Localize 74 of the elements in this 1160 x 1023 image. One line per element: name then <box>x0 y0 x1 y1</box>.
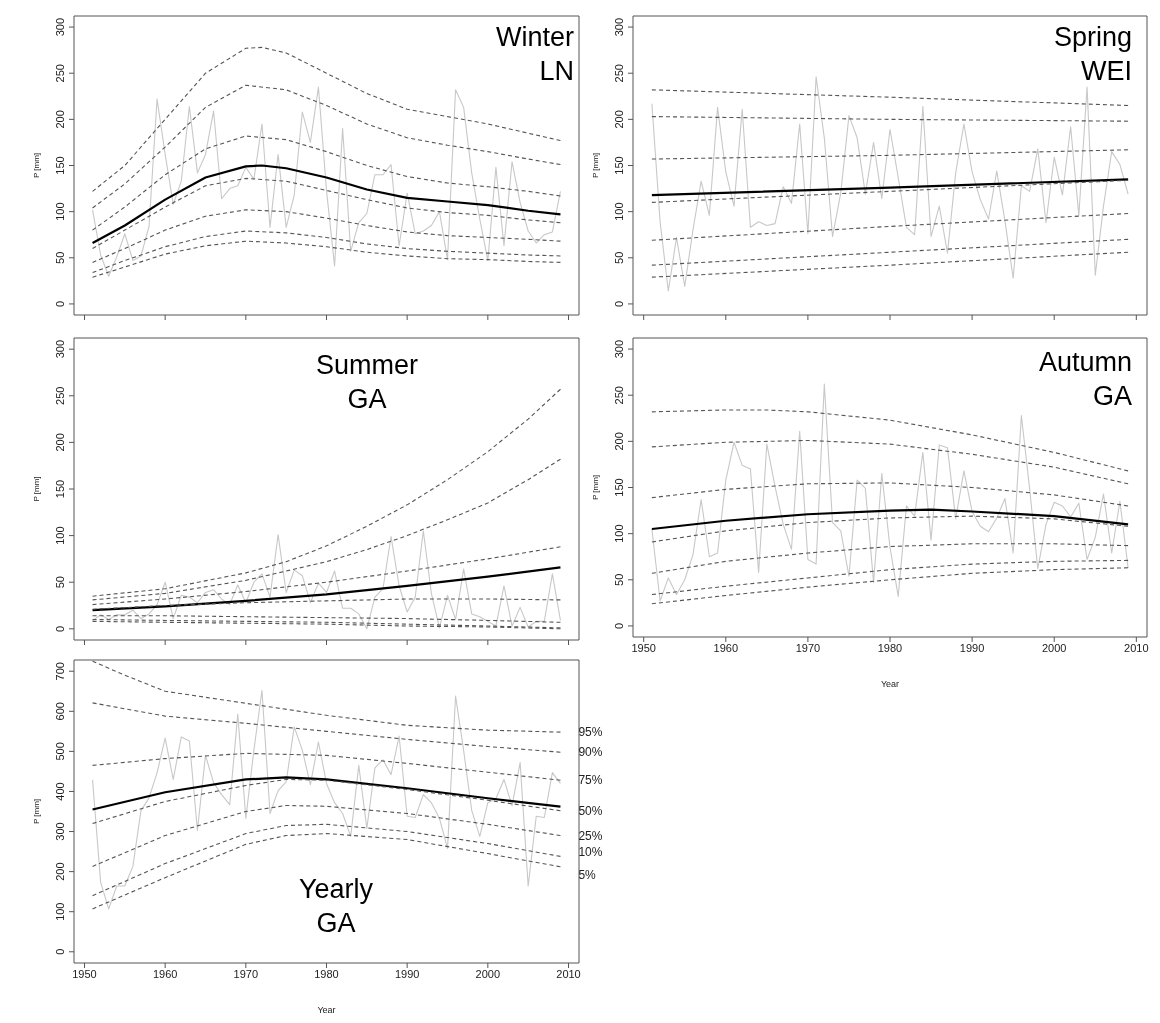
chart-title: Summer <box>315 349 419 382</box>
y-tick-label: 100 <box>54 202 66 221</box>
x-axis-title: Year <box>317 1005 336 1015</box>
y-tick-label: 200 <box>54 433 66 452</box>
series-label: 95% <box>578 725 603 740</box>
y-tick-label: 200 <box>54 862 66 881</box>
chart-title: Winter <box>495 21 574 54</box>
x-tick-label: 1950 <box>631 641 656 654</box>
y-tick-label: 300 <box>613 339 625 359</box>
x-tick-label: 2010 <box>1124 641 1149 654</box>
y-tick-label: 150 <box>613 478 625 497</box>
x-tick-label: 1960 <box>152 967 178 980</box>
y-axis-title: P [mm] <box>32 152 41 179</box>
y-axis-title: P [mm] <box>32 798 41 825</box>
y-tick-label: 250 <box>54 64 66 83</box>
x-tick-label: 1960 <box>713 641 739 654</box>
y-tick-label: 100 <box>613 524 625 543</box>
y-tick-label: 600 <box>54 702 66 721</box>
x-axis-title: Year <box>880 679 900 689</box>
text: WEI <box>1080 55 1132 88</box>
x-tick-label: 2000 <box>1041 641 1067 654</box>
series-label: 25% <box>578 828 603 843</box>
y-tick-label: 300 <box>54 17 66 37</box>
text: GA <box>315 907 357 940</box>
series-label: 10% <box>578 845 603 860</box>
x-tick-label: 1990 <box>394 967 420 980</box>
x-tick-label: 1990 <box>959 641 985 654</box>
y-tick-label: 0 <box>54 300 66 307</box>
chart-title: Spring <box>1052 21 1132 54</box>
y-tick-label: 50 <box>613 251 625 264</box>
y-tick-label: 100 <box>54 526 66 545</box>
x-tick-label: 1970 <box>795 641 821 654</box>
x-tick-label: 2000 <box>475 967 501 980</box>
y-tick-label: 50 <box>613 573 625 586</box>
y-tick-label: 150 <box>613 156 625 175</box>
series-label: 90% <box>578 745 603 760</box>
y-tick-label: 0 <box>54 625 66 632</box>
text: LN <box>538 55 574 88</box>
y-tick-label: 50 <box>54 576 66 589</box>
y-tick-label: 100 <box>613 202 625 221</box>
y-tick-label: 700 <box>54 662 66 681</box>
y-tick-label: 50 <box>54 251 66 264</box>
x-tick-label: 2010 <box>556 967 581 980</box>
y-tick-label: 200 <box>613 432 625 451</box>
text: GA <box>346 383 388 416</box>
x-tick-label: 1950 <box>72 967 97 980</box>
y-tick-label: 300 <box>54 822 66 841</box>
text: Yearly <box>297 873 375 906</box>
text: GA <box>1092 380 1132 413</box>
y-tick-label: 250 <box>54 386 66 405</box>
y-tick-label: 0 <box>54 948 66 955</box>
x-tick-label: 1980 <box>877 641 903 654</box>
y-tick-label: 0 <box>613 300 625 307</box>
y-axis-title: P [mm] <box>591 152 600 179</box>
y-tick-label: 0 <box>613 622 625 629</box>
y-tick-label: 150 <box>54 156 66 175</box>
series-label: 5% <box>578 867 597 882</box>
x-tick-label: 1980 <box>314 967 339 980</box>
x-tick-label: 1970 <box>233 967 259 980</box>
y-tick-label: 300 <box>613 17 625 37</box>
y-axis-title: P [mm] <box>591 474 600 501</box>
y-tick-label: 150 <box>54 479 66 499</box>
y-tick-label: 250 <box>613 386 625 405</box>
chart-title: Autumn <box>1037 346 1132 379</box>
y-tick-label: 200 <box>613 110 625 129</box>
y-tick-label: 500 <box>54 742 66 761</box>
y-axis-title: P [mm] <box>32 476 41 502</box>
y-tick-label: 200 <box>54 110 66 129</box>
y-tick-label: 100 <box>54 902 66 921</box>
y-tick-label: 400 <box>54 782 66 801</box>
y-tick-label: 300 <box>54 340 66 359</box>
series-label: 75% <box>578 773 603 788</box>
y-tick-label: 250 <box>613 64 625 83</box>
series-label: 50% <box>578 803 603 818</box>
